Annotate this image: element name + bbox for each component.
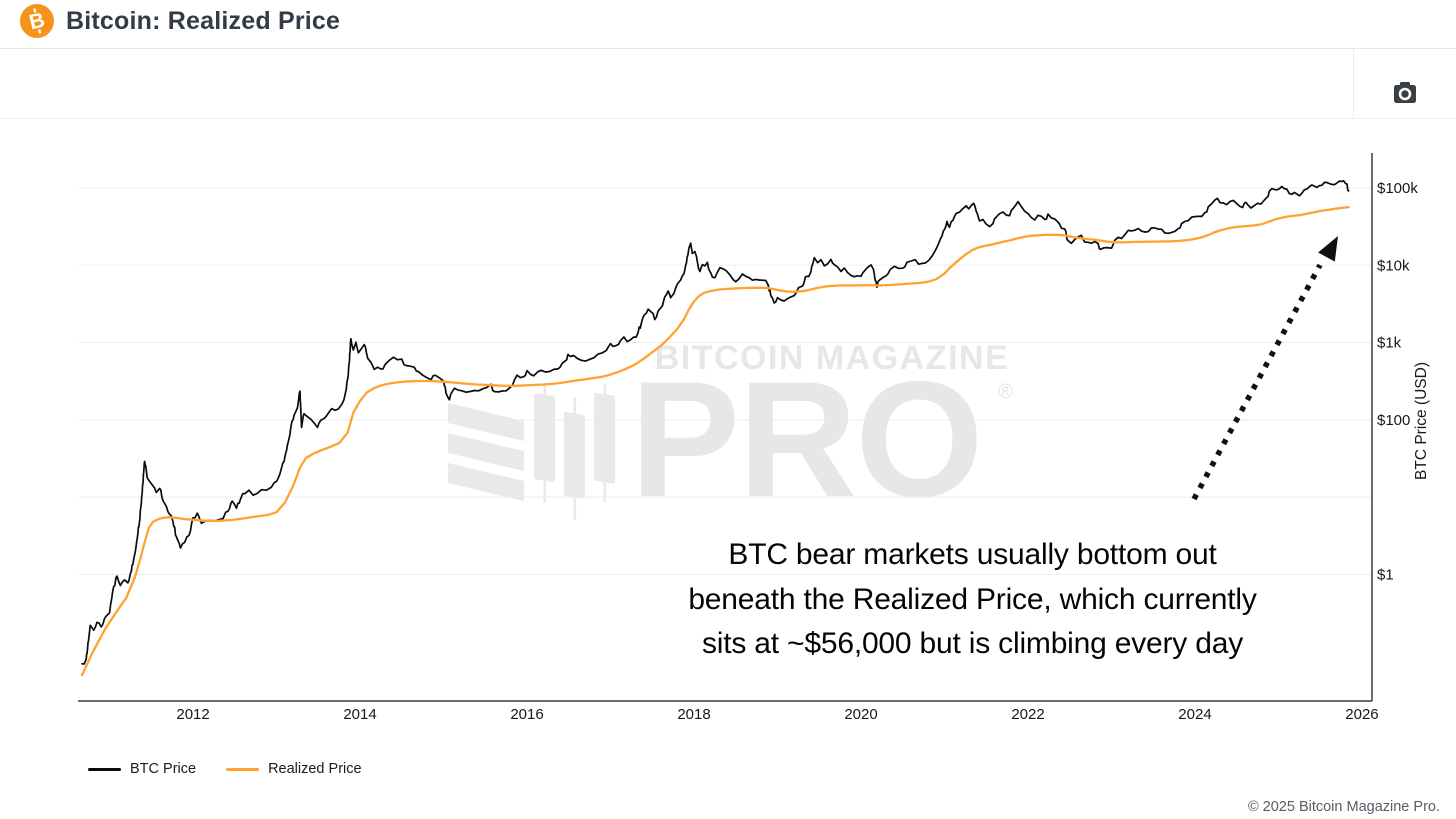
header-bar: B Bitcoin: Realized Price xyxy=(0,0,1456,49)
realized-price-swatch xyxy=(226,767,260,771)
legend-label: Realized Price xyxy=(268,761,362,777)
x-tick-label: 2022 xyxy=(1011,706,1044,723)
toolbar-divider xyxy=(1353,49,1354,118)
legend-label: BTC Price xyxy=(130,761,197,777)
x-tick-label: 2018 xyxy=(677,706,710,723)
x-tick-label: 2012 xyxy=(176,706,209,723)
x-tick-label: 2026 xyxy=(1345,706,1378,723)
annotation-arrowhead-icon xyxy=(1318,236,1338,262)
annotation-arrow-shaft xyxy=(1191,263,1323,501)
y-tick-label: $1 xyxy=(1377,567,1394,584)
legend-item-btc-price[interactable]: BTC Price xyxy=(88,761,196,777)
btc-price-swatch xyxy=(88,767,121,771)
x-tick-label: 2020 xyxy=(844,706,877,723)
x-tick-label: 2014 xyxy=(343,706,376,723)
x-tick-label: 2024 xyxy=(1178,706,1211,723)
y-axis-title: BTC Price (USD) xyxy=(1413,362,1430,480)
watermark-pro-text: PRO xyxy=(630,347,984,531)
camera-icon xyxy=(1394,82,1416,103)
y-tick-label: $100 xyxy=(1377,412,1410,429)
annotation-line: sits at ~$56,000 but is climbing every d… xyxy=(701,627,1244,660)
legend-item-realized-price[interactable]: Realized Price xyxy=(226,761,362,777)
y-tick-label: $10k xyxy=(1377,257,1410,274)
copyright-notice: © 2025 Bitcoin Magazine Pro. xyxy=(1247,799,1440,815)
chart-annotation: BTC bear markets usually bottom out bene… xyxy=(600,533,1345,667)
y-tick-label: $100k xyxy=(1377,180,1418,197)
y-tick-label: $1k xyxy=(1377,335,1402,352)
page-title: Bitcoin: Realized Price xyxy=(66,7,341,35)
x-tick-label: 2016 xyxy=(510,706,543,723)
annotation-line: beneath the Realized Price, which curren… xyxy=(688,582,1257,616)
watermark-brand-text: BITCOIN MAGAZINE xyxy=(654,339,1010,377)
bitcoin-logo-icon: B xyxy=(20,4,54,38)
save-image-button[interactable] xyxy=(1390,81,1420,107)
chart-legend: BTC Price Realized Price xyxy=(88,761,362,777)
chart-toolbar xyxy=(0,49,1456,119)
bitcoin-magazine-pro-logo-icon xyxy=(448,384,615,520)
svg-text:B: B xyxy=(27,9,47,35)
annotation-line: BTC bear markets usually bottom out xyxy=(728,538,1217,571)
registered-trademark-icon: ® xyxy=(998,381,1013,403)
